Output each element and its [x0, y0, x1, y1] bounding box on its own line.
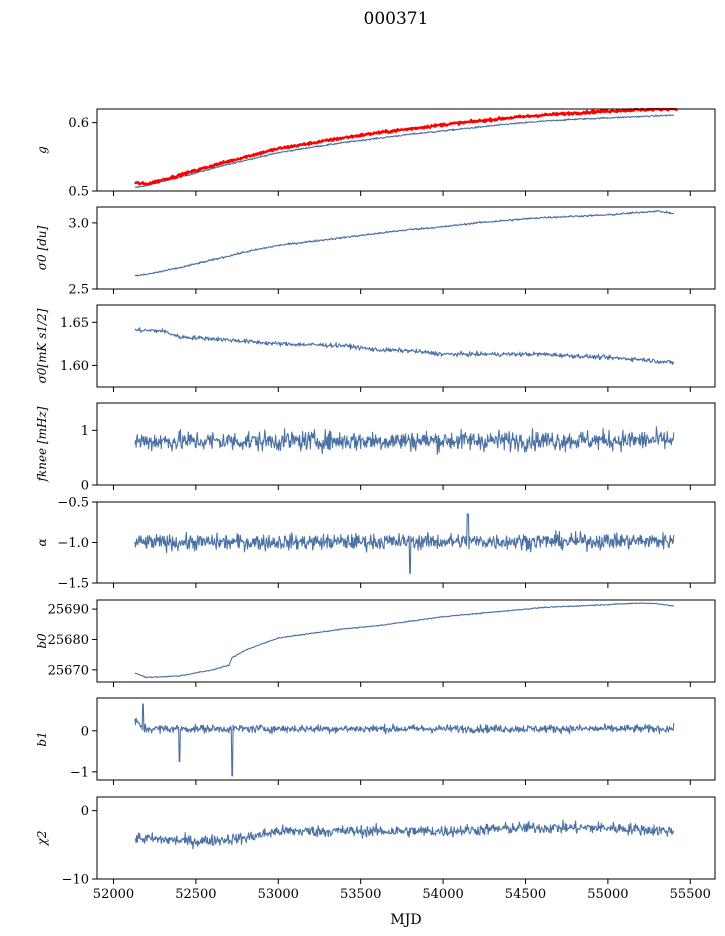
series-line-1: [134, 327, 675, 365]
x-tick-label: 53500: [340, 887, 381, 902]
y-tick-label: −1.5: [57, 577, 89, 592]
x-axis-label: MJD: [390, 912, 421, 928]
axes-frame: [96, 304, 716, 388]
panel-5: −1.5 −1.0 −0.5 α: [35, 496, 716, 592]
y-tick-label: 25670: [48, 663, 89, 678]
y-axis-label: fknee [mHz]: [35, 406, 49, 482]
axes-frame: [96, 599, 716, 683]
x-tick-label: 52500: [175, 887, 216, 902]
y-axis-label: g: [35, 146, 49, 154]
series-line-1: [134, 426, 675, 455]
x-tick-label: 53000: [258, 887, 299, 902]
figure-title: 000371: [364, 9, 429, 29]
series-line-1: [134, 513, 675, 574]
x-tick-label: 52000: [93, 887, 134, 902]
axes-frame: [96, 108, 716, 192]
y-tick-label: 1.60: [60, 359, 89, 374]
y-tick-label: 25680: [48, 633, 89, 648]
series-line-1: [134, 209, 675, 277]
series-line-2: [134, 107, 679, 186]
panel-1: 0.5 0.6 g: [35, 107, 716, 200]
panel-7: −1 0 b1: [35, 697, 716, 785]
y-tick-label: 0.6: [68, 116, 89, 131]
panel-3: 1.60 1.65 σ0[mK s1/2]: [35, 304, 716, 392]
y-tick-label: 2.5: [68, 283, 89, 298]
series-line-1: [134, 703, 675, 777]
y-axis-label: σ0[mK s1/2]: [35, 308, 49, 383]
panel-2: 2.5 3.0 σ0 [du]: [35, 206, 716, 298]
y-tick-label: 0: [81, 804, 89, 819]
y-axis-label: χ2: [35, 831, 49, 847]
x-tick-label: 55500: [670, 887, 711, 902]
panel-4: 0 1 fknee [mHz]: [35, 402, 716, 494]
axes-frame: [96, 796, 716, 880]
y-axis-label: b0: [35, 633, 49, 649]
x-tick-label: 54500: [505, 887, 546, 902]
y-tick-label: 1: [81, 424, 89, 439]
series-line-1: [134, 114, 675, 188]
y-tick-label: 0: [81, 724, 89, 739]
series-line-1: [134, 819, 675, 850]
axes-frame: [96, 697, 716, 781]
x-tick-label: 54000: [422, 887, 463, 902]
y-tick-label: −0.5: [57, 496, 89, 511]
y-tick-label: 0: [81, 479, 89, 494]
panel-6: 25670 25680 25690 b0: [35, 599, 716, 687]
y-tick-label: −10: [62, 873, 89, 888]
y-tick-label: 0.5: [68, 185, 89, 200]
y-tick-label: −1: [70, 765, 89, 780]
y-tick-label: 1.65: [60, 316, 89, 331]
axes-frame: [96, 206, 716, 290]
y-tick-label: 25690: [48, 603, 89, 618]
y-axis-label: σ0 [du]: [35, 225, 49, 270]
series-line-1: [134, 602, 675, 679]
x-tick-label: 55000: [587, 887, 628, 902]
panel-8: −10 0 52000 52500 53000 53500 54000 54500 55000 5…: [35, 796, 716, 902]
axes-frame: [96, 402, 716, 486]
panels: 0.5 0.6 g 2.5 3.0 σ0 [du] 1.60 1.65 σ0[mK s1/2] 0…: [35, 107, 716, 902]
y-tick-label: 3.0: [68, 216, 89, 231]
y-axis-label: α: [35, 538, 49, 546]
y-tick-label: −1.0: [57, 536, 89, 551]
y-axis-label: b1: [35, 731, 49, 746]
